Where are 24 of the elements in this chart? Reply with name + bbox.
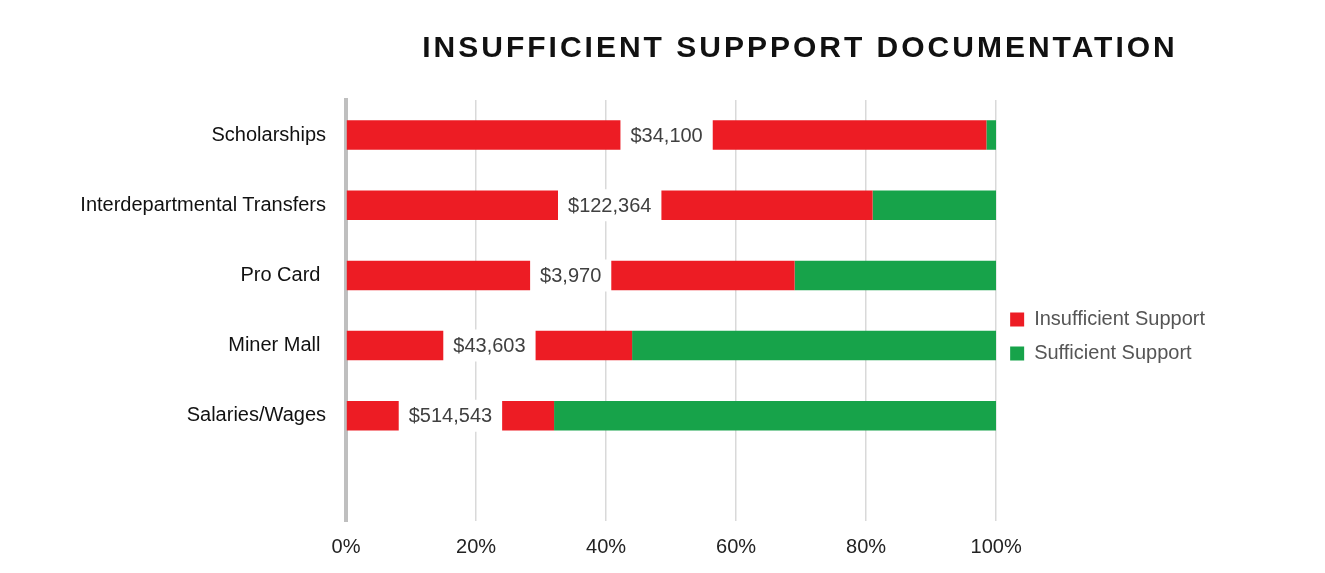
chart-title: INSUFFICIENT SUPPPORT DOCUMENTATION — [421, 30, 1179, 64]
y-tick-label: Pro Card — [240, 262, 327, 285]
x-tick-label: 100% — [970, 534, 1022, 557]
annotation: $43,603 — [453, 334, 526, 357]
bar — [986, 120, 997, 150]
bar — [794, 260, 997, 291]
legend-label: Insufficient Support — [1034, 307, 1206, 330]
x-tick-label: 60% — [716, 534, 757, 557]
x-tick-label: 40% — [586, 534, 627, 557]
y-tick-label: Miner Mall — [228, 333, 327, 356]
x-tick-label: 0% — [331, 534, 361, 557]
bar — [872, 190, 997, 220]
annotation: $3,970 — [540, 263, 602, 286]
x-tick-label: 80% — [846, 534, 887, 557]
x-tick-label: 20% — [456, 534, 497, 557]
annotation: $34,100 — [630, 123, 703, 146]
legend-label: Sufficient Support — [1034, 341, 1193, 364]
y-tick-label: Scholarships — [211, 122, 327, 145]
y-tick-label: Interdepartmental Transfers — [80, 192, 327, 215]
y-tick-label: Salaries/Wages — [186, 403, 327, 426]
annotation: $514,543 — [408, 404, 493, 427]
annotation: $122,364 — [568, 193, 652, 216]
bar — [554, 401, 997, 431]
bar — [632, 330, 997, 361]
